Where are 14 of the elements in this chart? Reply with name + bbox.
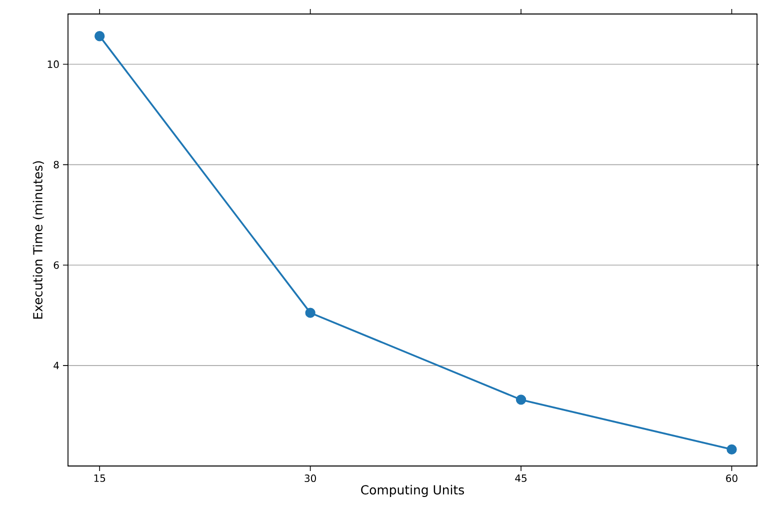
point	[305, 308, 316, 318]
point	[94, 30, 105, 42]
point	[516, 394, 526, 405]
y-tick-label: 4	[54, 362, 59, 370]
point	[726, 444, 737, 455]
x-axis-title: Computing Units	[361, 484, 464, 497]
y-tick-label: 6	[54, 261, 59, 269]
x-tick-label: 30	[304, 474, 316, 482]
y-tick-label: 10	[48, 60, 59, 68]
x-tick-label: 15	[94, 474, 106, 482]
y-axis-title: Execution Time (minutes)	[32, 161, 44, 319]
x-tick-label: 60	[726, 474, 738, 482]
x-tick-label: 45	[515, 474, 526, 482]
y-tick-label: 8	[54, 160, 59, 168]
